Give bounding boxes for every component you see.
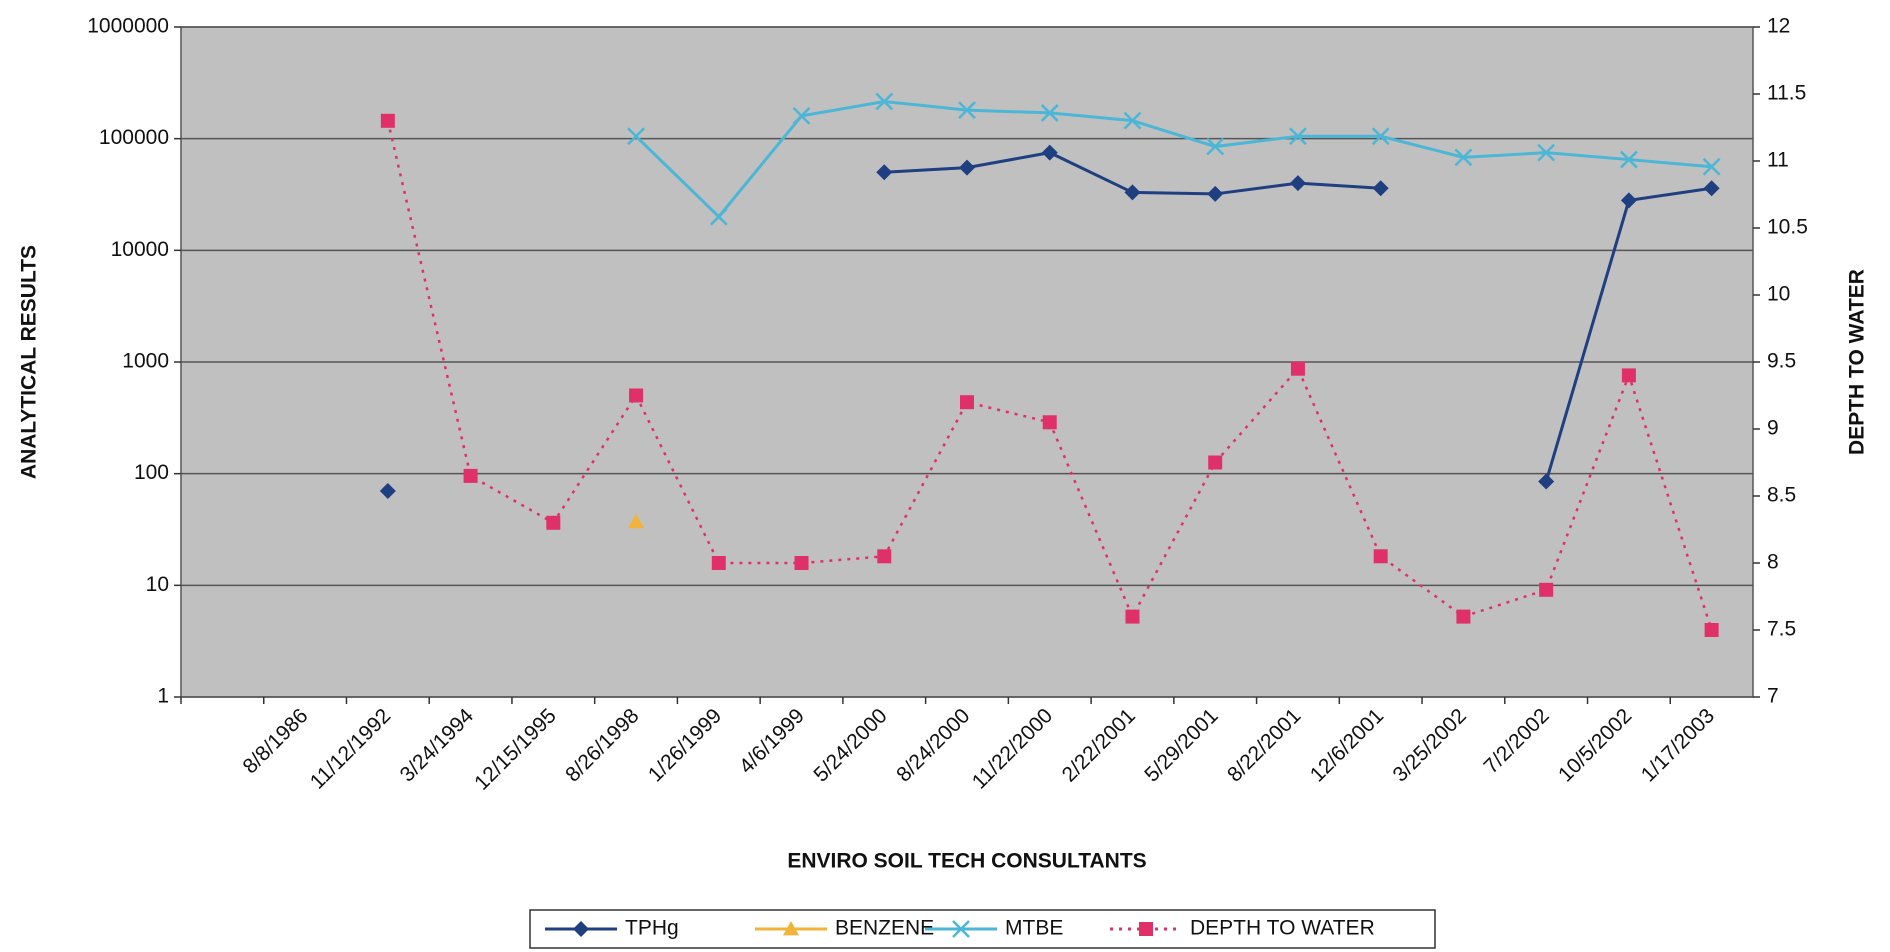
y2-tick-label: 10 bbox=[1767, 283, 1790, 306]
marker bbox=[1456, 609, 1471, 624]
y2-tick-label: 7 bbox=[1767, 685, 1779, 708]
x-tick-label: 1/26/1999 bbox=[644, 704, 726, 786]
x-tick-label: 5/29/2001 bbox=[1140, 704, 1222, 786]
marker bbox=[711, 556, 726, 570]
marker bbox=[1621, 368, 1636, 383]
x-axis-title: ENVIRO SOIL TECH CONSULTANTS bbox=[787, 850, 1146, 873]
x-tick-label: 8/24/2000 bbox=[892, 704, 974, 786]
marker bbox=[1290, 361, 1305, 376]
y2-tick-label: 10.5 bbox=[1767, 216, 1808, 239]
marker bbox=[794, 556, 809, 570]
x-tick-label: 4/6/1999 bbox=[735, 704, 809, 778]
y-tick-label: 100000 bbox=[99, 126, 169, 149]
marker bbox=[546, 515, 561, 530]
x-tick-label: 11/22/2000 bbox=[968, 704, 1057, 793]
marker bbox=[463, 468, 478, 483]
marker bbox=[709, 207, 728, 226]
y2-tick-label: 9 bbox=[1767, 417, 1779, 440]
marker bbox=[1620, 192, 1637, 209]
marker bbox=[875, 92, 894, 111]
x-tick-label: 1/17/2003 bbox=[1637, 704, 1719, 786]
marker bbox=[379, 482, 396, 499]
x-tick-label: 3/24/1994 bbox=[396, 704, 479, 787]
legend-label: MTBE bbox=[1005, 917, 1063, 940]
y-tick-label: 1000 bbox=[122, 350, 169, 373]
marker bbox=[1620, 150, 1638, 169]
y-tick-label: 1000000 bbox=[87, 15, 169, 38]
y2-tick-label: 8 bbox=[1767, 551, 1779, 574]
legend-label: DEPTH TO WATER bbox=[1190, 917, 1375, 940]
legend-label: BENZENE bbox=[835, 917, 934, 940]
x-tick-label: 8/8/1986 bbox=[238, 704, 312, 778]
y2-tick-label: 11 bbox=[1767, 149, 1789, 172]
marker bbox=[380, 113, 395, 128]
marker bbox=[1537, 143, 1556, 162]
marker bbox=[1373, 549, 1388, 564]
legend-label: TPHg bbox=[625, 917, 679, 940]
marker bbox=[877, 549, 892, 564]
marker bbox=[1704, 623, 1719, 637]
y2-tick-label: 7.5 bbox=[1767, 618, 1796, 641]
marker bbox=[1125, 609, 1140, 624]
marker bbox=[958, 101, 976, 120]
x-tick-label: 3/25/2002 bbox=[1389, 704, 1471, 786]
x-tick-label: 11/12/1992 bbox=[306, 704, 395, 793]
y-tick-label: 1 bbox=[157, 685, 169, 708]
marker bbox=[1206, 137, 1225, 156]
y-tick-label: 10000 bbox=[111, 238, 169, 261]
x-tick-label: 8/26/1998 bbox=[561, 704, 643, 786]
marker bbox=[1289, 127, 1307, 146]
marker bbox=[1289, 175, 1306, 192]
marker bbox=[792, 106, 811, 125]
marker bbox=[1123, 111, 1142, 130]
marker bbox=[573, 921, 589, 937]
marker bbox=[1372, 180, 1389, 197]
marker bbox=[1538, 473, 1555, 490]
marker bbox=[1040, 104, 1059, 122]
marker bbox=[1702, 157, 1721, 176]
marker bbox=[959, 159, 975, 176]
marker bbox=[1454, 148, 1473, 167]
y-axis-title: ANALYTICAL RESULTS bbox=[18, 245, 41, 479]
y2-tick-label: 8.5 bbox=[1767, 484, 1796, 507]
x-tick-label: 8/22/2001 bbox=[1223, 704, 1305, 786]
marker bbox=[952, 920, 970, 938]
x-tick-label: 10/5/2002 bbox=[1554, 704, 1636, 786]
marker bbox=[627, 127, 645, 146]
series-line bbox=[635, 100, 1712, 219]
x-tick-label: 2/22/2001 bbox=[1058, 704, 1140, 786]
marker bbox=[1139, 922, 1153, 936]
marker bbox=[1042, 415, 1057, 430]
y2-tick-label: 9.5 bbox=[1767, 350, 1796, 373]
marker bbox=[1207, 185, 1224, 202]
marker bbox=[629, 388, 644, 403]
marker bbox=[1124, 184, 1141, 201]
y2-tick-label: 12 bbox=[1767, 15, 1790, 38]
y2-axis-title: DEPTH TO WATER bbox=[1846, 269, 1869, 455]
marker bbox=[783, 921, 799, 936]
marker bbox=[960, 395, 974, 410]
x-tick-label: 7/2/2002 bbox=[1480, 704, 1554, 778]
y-tick-label: 100 bbox=[134, 461, 169, 484]
marker bbox=[1703, 180, 1720, 197]
marker bbox=[1539, 582, 1554, 597]
x-tick-label: 5/24/2000 bbox=[809, 704, 891, 786]
marker bbox=[1371, 127, 1390, 146]
y2-tick-label: 11.5 bbox=[1767, 82, 1806, 105]
marker bbox=[628, 513, 645, 529]
y-tick-label: 10 bbox=[146, 573, 169, 596]
x-tick-label: 12/15/1995 bbox=[470, 704, 561, 795]
marker bbox=[1208, 455, 1223, 470]
marker bbox=[876, 164, 893, 181]
x-tick-label: 12/6/2001 bbox=[1306, 704, 1388, 786]
marker bbox=[1041, 144, 1058, 161]
